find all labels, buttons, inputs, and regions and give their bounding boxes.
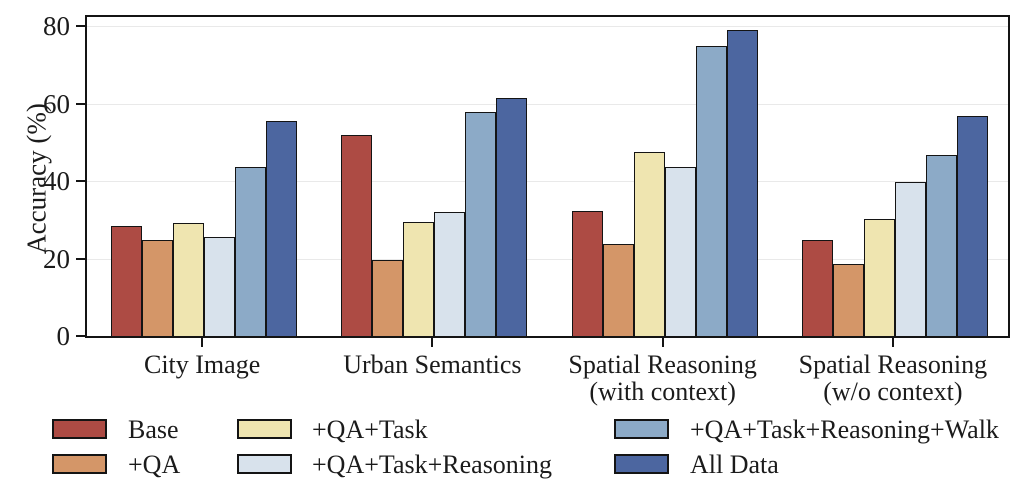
y-tick-80 <box>76 25 85 27</box>
qa-task-bar-urban-semantics <box>403 222 435 336</box>
qa-task-reasoning-walk-bar-urban-semantics <box>465 112 497 336</box>
y-tick-0 <box>76 335 85 337</box>
qa-bar-spatial-reasoning <box>832 263 864 336</box>
qa-task-reasoning-bar-spatial-reasoning <box>664 167 696 336</box>
qa-task-bar-spatial-reasoning <box>863 219 895 336</box>
qa-task-reasoning-bar-city-image <box>204 236 236 336</box>
x-tick-spatial-reasoning <box>661 338 664 347</box>
x-tick-spatial-reasoning <box>891 338 894 347</box>
qa-legend-label: +QA <box>128 450 181 479</box>
qa-task-bar-city-image <box>173 222 205 336</box>
qa-task-legend-label: +QA+Task <box>312 415 428 444</box>
all-data-bar-urban-semantics <box>496 98 528 336</box>
x-tick-urban-semantics <box>431 338 434 347</box>
qa-bar-city-image <box>142 239 174 336</box>
qa-bar-spatial-reasoning <box>602 244 634 336</box>
y-tick-40 <box>76 180 85 182</box>
gridline-60 <box>87 103 1008 105</box>
y-tick-label: 40 <box>43 166 70 196</box>
all-data-legend-swatch <box>614 454 669 474</box>
x-tick-label: Spatial Reasoning (w/o context) <box>798 350 988 406</box>
qa-task-reasoning-walk-bar-spatial-reasoning <box>695 45 727 336</box>
qa-task-bar-spatial-reasoning <box>633 152 665 336</box>
base-bar-spatial-reasoning <box>571 210 603 336</box>
qa-task-reasoning-walk-legend-swatch <box>614 419 669 439</box>
y-tick-label: 20 <box>43 243 70 274</box>
all-data-bar-spatial-reasoning <box>956 115 988 336</box>
base-bar-urban-semantics <box>341 134 373 336</box>
qa-task-reasoning-bar-urban-semantics <box>434 212 466 336</box>
all-data-legend-label: All Data <box>690 450 779 479</box>
qa-task-reasoning-walk-bar-spatial-reasoning <box>925 155 957 336</box>
gridline-80 <box>87 26 1008 27</box>
all-data-bar-spatial-reasoning <box>726 30 758 336</box>
qa-bar-urban-semantics <box>372 259 404 336</box>
qa-task-reasoning-walk-legend-label: +QA+Task+Reasoning+Walk <box>690 415 999 444</box>
y-tick-label: 60 <box>43 88 70 119</box>
plot-area <box>85 15 1010 338</box>
gridline-20 <box>87 258 1008 260</box>
gridline-40 <box>87 181 1008 182</box>
base-bar-spatial-reasoning <box>801 240 833 336</box>
qa-task-reasoning-legend-swatch <box>237 454 292 474</box>
y-tick-label: 80 <box>43 11 70 41</box>
qa-task-reasoning-legend-label: +QA+Task+Reasoning <box>312 450 553 479</box>
base-legend-swatch <box>52 419 107 439</box>
x-tick-city-image <box>201 338 204 347</box>
x-tick-label: Spatial Reasoning (with context) <box>568 350 757 406</box>
qa-task-reasoning-walk-bar-city-image <box>235 167 267 336</box>
y-tick-label: 0 <box>56 321 71 351</box>
x-tick-label: Urban Semantics <box>343 350 522 379</box>
all-data-bar-city-image <box>266 120 298 336</box>
y-tick-20 <box>76 257 85 260</box>
base-legend-label: Base <box>128 415 179 444</box>
base-bar-city-image <box>111 225 143 336</box>
qa-task-reasoning-bar-spatial-reasoning <box>894 182 926 336</box>
x-tick-label: City Image <box>143 350 261 379</box>
qa-task-legend-swatch <box>237 419 292 439</box>
qa-legend-swatch <box>52 454 107 474</box>
y-tick-60 <box>76 102 85 105</box>
